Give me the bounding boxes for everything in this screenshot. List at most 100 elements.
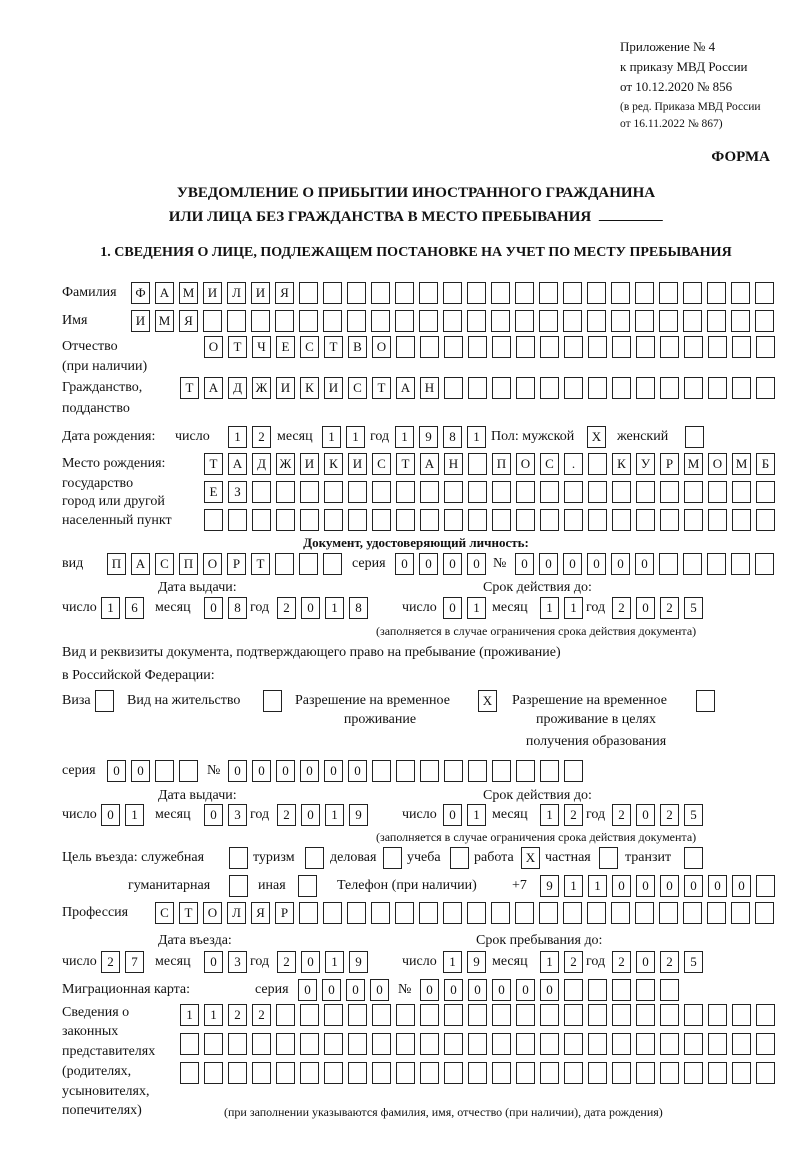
char-cell[interactable]: 0 (348, 760, 367, 782)
char-cell[interactable] (516, 1033, 535, 1055)
char-cell[interactable]: Я (251, 902, 270, 924)
char-cell[interactable]: 0 (204, 597, 223, 619)
char-cell[interactable] (305, 847, 324, 869)
char-cell[interactable]: Я (179, 310, 198, 332)
char-cell[interactable]: И (276, 377, 295, 399)
char-cell[interactable] (564, 1033, 583, 1055)
char-cell[interactable] (540, 1004, 559, 1026)
char-cell[interactable]: А (155, 282, 174, 304)
char-cell[interactable]: Р (227, 553, 246, 575)
char-cell[interactable] (588, 1033, 607, 1055)
char-cell[interactable]: Т (228, 336, 247, 358)
char-cell[interactable] (515, 902, 534, 924)
char-cell[interactable]: А (420, 453, 439, 475)
char-cell[interactable] (299, 310, 318, 332)
char-cell[interactable] (563, 310, 582, 332)
char-cell[interactable] (468, 1062, 487, 1084)
char-cell[interactable] (492, 1033, 511, 1055)
char-cell[interactable] (420, 336, 439, 358)
char-cell[interactable]: О (516, 453, 535, 475)
char-cell[interactable] (395, 902, 414, 924)
char-cell[interactable] (516, 377, 535, 399)
char-cell[interactable]: 0 (443, 597, 462, 619)
char-cell[interactable] (252, 509, 271, 531)
char-cell[interactable] (492, 336, 511, 358)
char-cell[interactable]: М (684, 453, 703, 475)
char-cell[interactable] (492, 377, 511, 399)
char-cell[interactable] (204, 509, 223, 531)
char-cell[interactable] (564, 336, 583, 358)
char-cell[interactable] (324, 481, 343, 503)
char-cell[interactable] (155, 760, 174, 782)
char-cell[interactable]: К (324, 453, 343, 475)
char-cell[interactable] (708, 336, 727, 358)
char-cell[interactable] (587, 902, 606, 924)
char-cell[interactable] (611, 282, 630, 304)
char-cell[interactable] (587, 282, 606, 304)
char-cell[interactable] (756, 336, 775, 358)
char-cell[interactable] (612, 1004, 631, 1026)
char-cell[interactable] (492, 760, 511, 782)
char-cell[interactable]: 0 (107, 760, 126, 782)
char-cell[interactable]: Н (444, 453, 463, 475)
char-cell[interactable] (756, 377, 775, 399)
char-cell[interactable]: Л (227, 902, 246, 924)
char-cell[interactable]: 0 (467, 553, 486, 575)
char-cell[interactable]: 0 (228, 760, 247, 782)
char-cell[interactable]: 0 (636, 951, 655, 973)
char-cell[interactable]: 9 (419, 426, 438, 448)
purpose-business-checkbox[interactable] (383, 847, 402, 869)
char-cell[interactable] (444, 481, 463, 503)
char-cell[interactable] (324, 1033, 343, 1055)
char-cell[interactable] (660, 377, 679, 399)
char-cell[interactable]: Е (276, 336, 295, 358)
char-cell[interactable] (420, 481, 439, 503)
char-cell[interactable] (660, 481, 679, 503)
char-cell[interactable]: 1 (540, 597, 559, 619)
char-cell[interactable] (180, 1033, 199, 1055)
char-cell[interactable] (228, 1033, 247, 1055)
char-cell[interactable] (323, 310, 342, 332)
char-cell[interactable]: Е (204, 481, 223, 503)
char-cell[interactable] (563, 902, 582, 924)
char-cell[interactable] (419, 902, 438, 924)
char-cell[interactable]: М (155, 310, 174, 332)
char-cell[interactable]: 2 (612, 951, 631, 973)
char-cell[interactable] (348, 481, 367, 503)
char-cell[interactable]: 1 (588, 875, 607, 897)
char-cell[interactable]: 2 (252, 426, 271, 448)
char-cell[interactable]: 8 (349, 597, 368, 619)
char-cell[interactable] (611, 310, 630, 332)
char-cell[interactable]: 0 (468, 979, 487, 1001)
char-cell[interactable] (468, 453, 487, 475)
char-cell[interactable] (492, 1062, 511, 1084)
char-cell[interactable]: 1 (395, 426, 414, 448)
char-cell[interactable] (467, 902, 486, 924)
char-cell[interactable]: 0 (516, 979, 535, 1001)
char-cell[interactable]: Ж (276, 453, 295, 475)
char-cell[interactable] (684, 377, 703, 399)
char-cell[interactable]: И (131, 310, 150, 332)
char-cell[interactable]: 0 (252, 760, 271, 782)
char-cell[interactable]: 0 (322, 979, 341, 1001)
char-cell[interactable] (444, 1033, 463, 1055)
sex-male-checkbox[interactable]: X (587, 426, 606, 448)
char-cell[interactable] (371, 282, 390, 304)
char-cell[interactable] (252, 481, 271, 503)
char-cell[interactable]: 0 (301, 804, 320, 826)
char-cell[interactable]: 0 (636, 804, 655, 826)
char-cell[interactable]: 0 (539, 553, 558, 575)
char-cell[interactable] (587, 310, 606, 332)
